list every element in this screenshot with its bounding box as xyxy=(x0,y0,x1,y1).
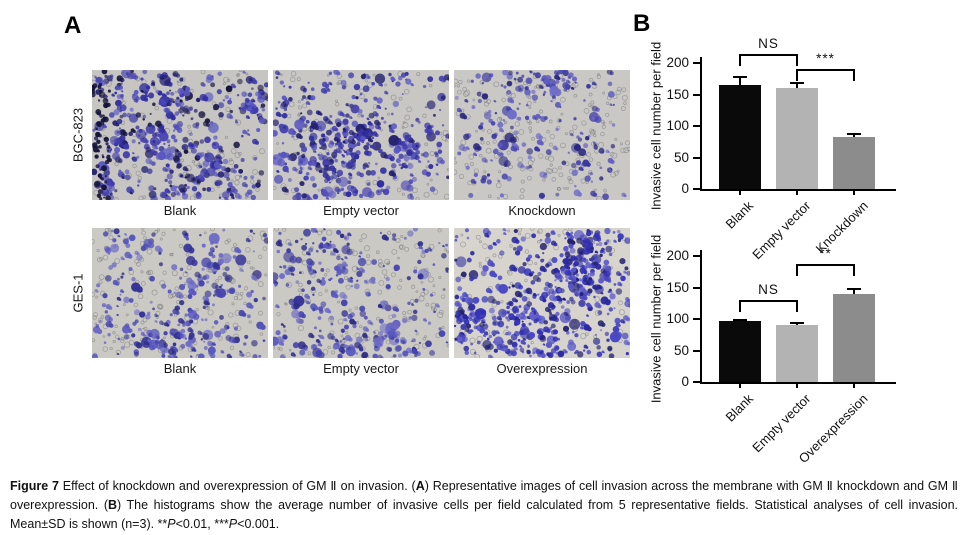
micrograph-ges1-blank xyxy=(92,228,268,358)
y-tick xyxy=(693,255,700,257)
caption-segment: <0.001. xyxy=(237,517,280,531)
bar xyxy=(776,324,818,382)
error-bar-stem xyxy=(853,133,855,138)
y-axis xyxy=(700,250,702,384)
error-bar-cap xyxy=(790,322,804,325)
image-label-empty-vector: Empty vector xyxy=(323,203,399,218)
image-label-overexpression: Overexpression xyxy=(496,361,588,376)
sig-label: *** xyxy=(816,51,835,67)
sig-bracket-drop xyxy=(796,69,798,82)
y-tick-label: 150 xyxy=(666,86,689,102)
caption-segment: Figure 7 xyxy=(10,479,63,493)
figure-caption: Figure 7 Effect of knockdown and overexp… xyxy=(10,477,958,534)
sig-label: ** xyxy=(819,245,832,261)
bar xyxy=(833,137,875,189)
sig-label: NS xyxy=(758,282,779,298)
sig-bracket-drop xyxy=(853,263,855,276)
y-tick-label: 100 xyxy=(666,118,689,133)
bar-chart-knockdown: 0 50 100 150 200 Invasive cell number per fie… xyxy=(630,32,960,282)
micrograph-bgc823-empty-vector xyxy=(273,70,449,200)
y-tick xyxy=(693,286,700,289)
panel-a-label: A xyxy=(64,12,82,39)
y-tick-label: 50 xyxy=(673,149,689,165)
image-label-blank: Blank xyxy=(163,203,197,218)
micrograph-bgc823-blank xyxy=(92,70,268,200)
sig-bracket-line xyxy=(739,53,798,56)
caption-segment: ) Representative images of cell invasion… xyxy=(10,479,958,512)
error-bar-cap xyxy=(790,82,804,85)
sig-bracket-drop xyxy=(796,263,798,276)
bar xyxy=(719,85,761,189)
x-tick-label: Blank xyxy=(722,391,757,425)
caption-segment: A xyxy=(415,479,425,493)
y-tick-label: 50 xyxy=(673,342,689,358)
bar xyxy=(776,88,818,189)
micrograph-ges1-overexpression xyxy=(454,228,630,358)
y-tick-label: 0 xyxy=(681,181,689,196)
x-tick xyxy=(853,191,855,195)
y-tick-label: 200 xyxy=(666,55,689,70)
sig-label: NS xyxy=(758,35,779,51)
sig-bracket-line xyxy=(796,263,855,266)
sig-bracket-drop xyxy=(796,300,798,313)
bar xyxy=(719,320,761,382)
x-tick xyxy=(739,191,741,195)
y-axis xyxy=(700,57,702,191)
y-tick-label: 0 xyxy=(681,374,689,389)
y-tick-label: 100 xyxy=(666,311,689,326)
y-tick xyxy=(693,125,700,127)
x-tick xyxy=(853,384,855,388)
image-label-empty-vector: Empty vector xyxy=(323,361,399,376)
micrograph-bgc823-knockdown xyxy=(454,70,630,200)
caption-segment: P xyxy=(167,517,176,531)
row-label-ges-1: GES-1 xyxy=(70,273,86,313)
row-label-bgc-823: BGC-823 xyxy=(70,107,86,163)
y-axis-title: Invasive cell number per field xyxy=(648,41,664,211)
caption-segment: P xyxy=(228,517,238,531)
y-tick xyxy=(693,62,700,64)
error-bar-cap xyxy=(847,132,861,135)
x-axis xyxy=(700,189,896,191)
x-tick xyxy=(796,191,798,195)
error-bar-stem xyxy=(796,83,798,89)
x-tick xyxy=(739,384,741,388)
error-bar-stem xyxy=(853,288,855,295)
sig-bracket-drop xyxy=(739,53,741,66)
y-tick xyxy=(693,156,700,159)
y-tick xyxy=(693,349,700,352)
y-tick xyxy=(693,93,700,96)
panel-b-label: B xyxy=(633,10,651,37)
sig-bracket-drop xyxy=(853,69,855,82)
image-label-knockdown: Knockdown xyxy=(508,203,576,218)
error-bar-stem xyxy=(739,76,741,86)
image-label-blank: Blank xyxy=(163,361,197,376)
x-axis xyxy=(700,382,896,384)
sig-bracket-drop xyxy=(739,300,741,313)
sig-bracket-drop xyxy=(796,53,798,66)
caption-segment: B xyxy=(107,498,118,512)
y-tick xyxy=(693,381,700,383)
caption-segment: Effect of knockdown and overexpression o… xyxy=(62,479,416,493)
sig-bracket-line xyxy=(739,300,798,303)
bar xyxy=(833,294,875,382)
error-bar-cap xyxy=(733,75,747,78)
caption-segment: <0.01, *** xyxy=(175,517,229,531)
error-bar-cap xyxy=(847,287,861,290)
y-tick-label: 150 xyxy=(666,279,689,295)
y-tick xyxy=(693,188,700,190)
error-bar-cap xyxy=(733,318,747,321)
bar-chart-overexpression: 0 50 100 150 200 Invasive cell number per fie… xyxy=(630,225,960,495)
x-tick xyxy=(796,384,798,388)
caption-segment: ) The histograms show the average number… xyxy=(10,498,958,531)
y-tick xyxy=(693,318,700,320)
y-axis-title: Invasive cell number per field xyxy=(648,234,664,404)
y-tick-label: 200 xyxy=(666,248,689,263)
micrograph-ges1-empty-vector xyxy=(273,228,449,358)
sig-bracket-line xyxy=(796,69,855,72)
